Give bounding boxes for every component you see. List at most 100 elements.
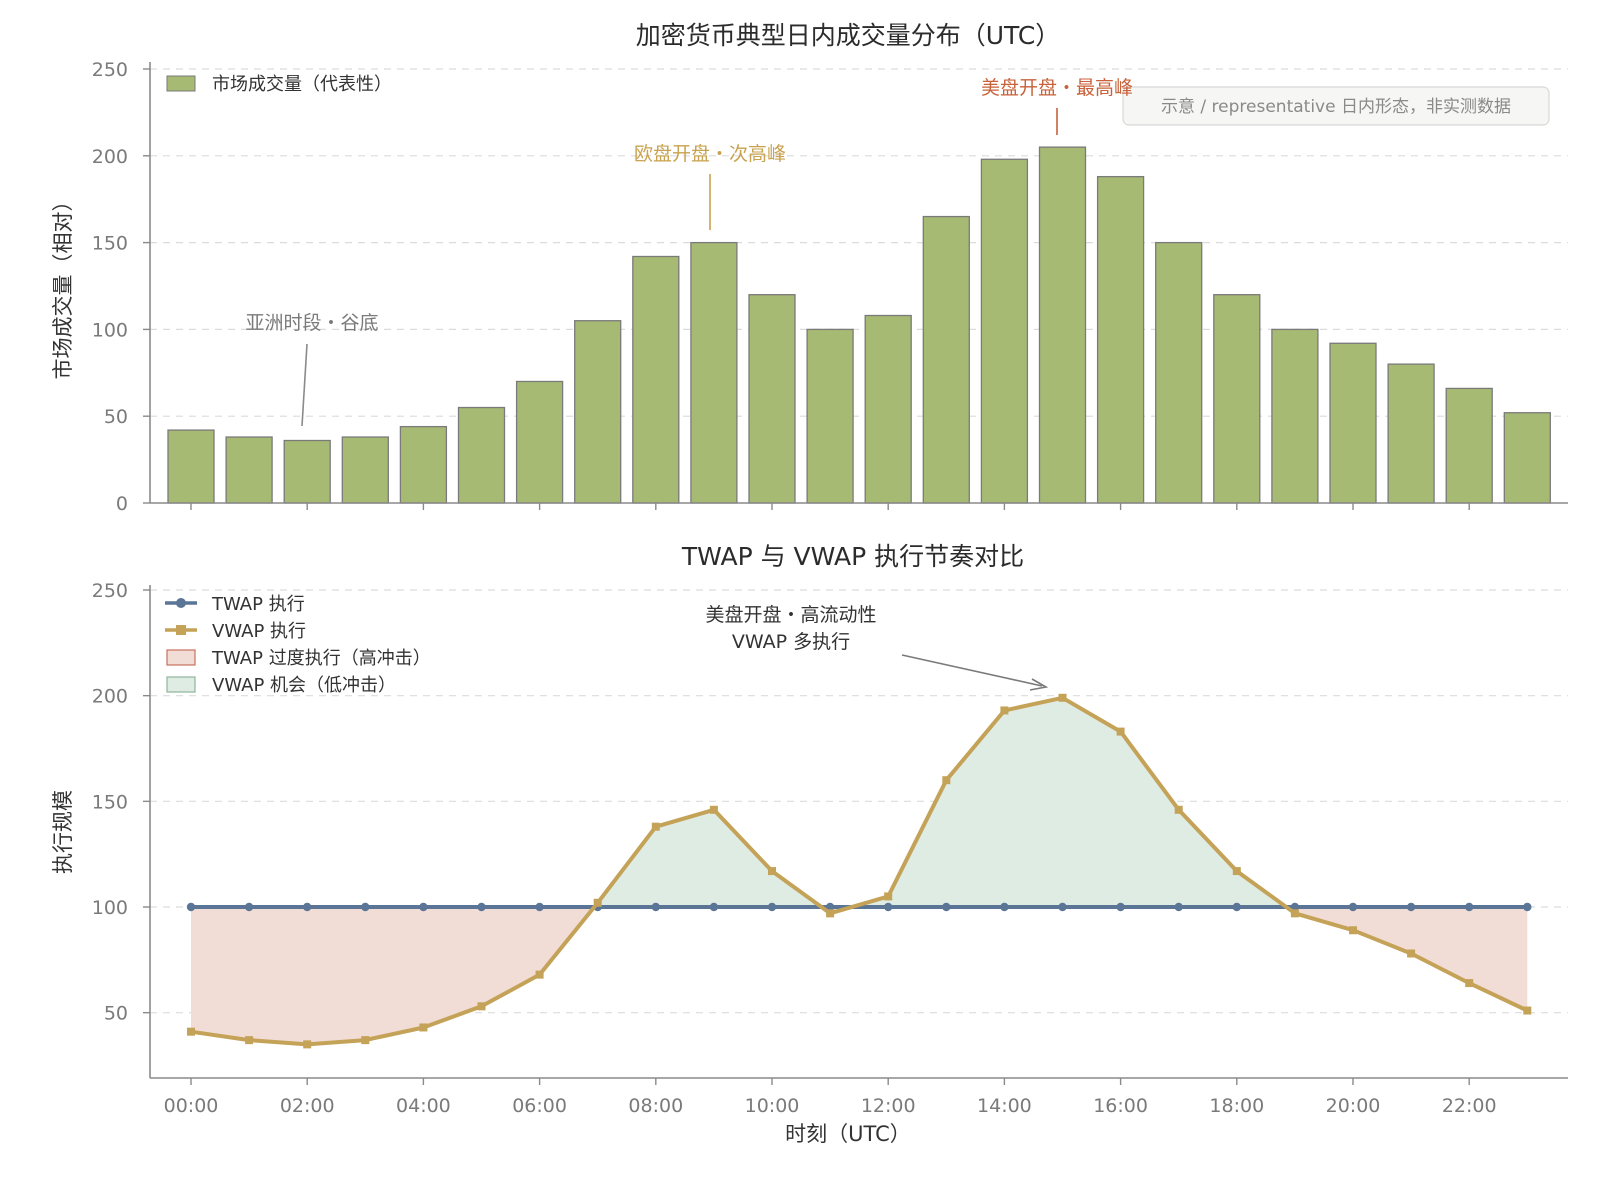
volume-bar bbox=[1503, 412, 1551, 504]
twap-point bbox=[361, 902, 370, 912]
volume-bar bbox=[515, 380, 564, 504]
x-tick-label: 22:00 bbox=[1442, 1095, 1497, 1117]
y-tick-label: 200 bbox=[92, 686, 128, 708]
twap-point bbox=[825, 902, 835, 912]
vwap-point bbox=[593, 898, 602, 907]
annotation-arrow-line bbox=[901, 654, 1043, 687]
annotation-arrow-head bbox=[1029, 678, 1049, 691]
volume-bar bbox=[1387, 363, 1435, 504]
volume-bar bbox=[1445, 387, 1493, 504]
legend-opp-label: VWAP 机会（低冲击） bbox=[212, 675, 396, 696]
vwap-point bbox=[245, 1036, 254, 1045]
note-box bbox=[1122, 86, 1550, 126]
vwap-point bbox=[1000, 706, 1009, 715]
volume-note: 示意 / representative 日内形态，非实测数据 bbox=[1122, 86, 1550, 126]
twap-point bbox=[1000, 902, 1009, 912]
vwap-point bbox=[884, 892, 893, 901]
legend-opp-swatch bbox=[166, 676, 196, 693]
twap-overexecution-area bbox=[191, 907, 595, 1045]
vwap-opportunity-area bbox=[851, 697, 1287, 907]
vwap-point bbox=[942, 776, 951, 785]
x-tick-label: 12:00 bbox=[861, 1095, 916, 1117]
y-tick-label: 150 bbox=[92, 791, 128, 813]
twap-point bbox=[244, 902, 254, 912]
y-tick-label: 0 bbox=[116, 493, 128, 515]
twap-point bbox=[1232, 902, 1242, 912]
volume-bar bbox=[399, 425, 448, 504]
vwap-point bbox=[1174, 805, 1183, 814]
vwap-point bbox=[419, 1023, 428, 1032]
execution-chart-y-ticks: 50 100 150 200 250 bbox=[92, 580, 150, 1025]
vwap-point bbox=[1523, 1006, 1532, 1015]
vwap-opportunity-area bbox=[594, 809, 822, 907]
vwap-point bbox=[1349, 926, 1357, 935]
twap-point bbox=[477, 902, 486, 912]
volume-chart-y-ticks: 0 50 100 150 200 250 bbox=[92, 59, 150, 515]
execution-chart-x-ticks: 00:00 02:00 04:00 06:00 08:00 10:00 12:00 14:00… bbox=[164, 1078, 1497, 1117]
volume-bar bbox=[1329, 342, 1377, 504]
volume-legend: 市场成交量（代表性） bbox=[166, 74, 392, 95]
twap-point bbox=[186, 902, 196, 912]
twap-point bbox=[884, 902, 893, 912]
x-tick-label: 18:00 bbox=[1209, 1095, 1264, 1117]
annotation-vwap-more: VWAP 多执行 bbox=[732, 631, 850, 653]
execution-chart-axes bbox=[149, 585, 1568, 1079]
y-tick-label: 250 bbox=[92, 59, 128, 81]
twap-point bbox=[1174, 902, 1183, 912]
volume-chart-grid bbox=[150, 68, 1568, 417]
volume-legend-label: 市场成交量（代表性） bbox=[212, 74, 392, 95]
twap-point bbox=[419, 902, 428, 912]
annotation-asia: 亚洲时段・谷底 bbox=[245, 312, 378, 334]
twap-point bbox=[651, 902, 660, 912]
y-tick-label: 200 bbox=[92, 146, 128, 168]
x-tick-label: 06:00 bbox=[512, 1095, 567, 1117]
legend-twap-marker bbox=[176, 598, 186, 608]
vwap-point bbox=[303, 1040, 312, 1049]
volume-chart-y-label: 市场成交量（相对） bbox=[51, 191, 75, 380]
y-tick-label: 100 bbox=[92, 319, 128, 341]
vwap-point bbox=[1290, 909, 1299, 918]
vwap-point bbox=[1116, 727, 1125, 736]
y-tick-label: 150 bbox=[92, 233, 128, 255]
volume-bar bbox=[283, 439, 331, 504]
vwap-point bbox=[709, 805, 718, 814]
volume-bar bbox=[574, 320, 622, 504]
twap-point bbox=[767, 902, 777, 912]
vwap-point bbox=[826, 909, 835, 918]
volume-bar bbox=[980, 158, 1029, 504]
twap-point bbox=[709, 902, 719, 912]
execution-lines bbox=[186, 693, 1532, 1049]
x-tick-label: 14:00 bbox=[977, 1095, 1032, 1117]
twap-point bbox=[1348, 902, 1358, 912]
twap-point bbox=[535, 902, 544, 912]
x-tick-label: 10:00 bbox=[745, 1095, 800, 1117]
volume-bar bbox=[225, 436, 273, 504]
legend-over-swatch bbox=[166, 649, 196, 666]
volume-chart-title: 加密货币典型日内成交量分布（UTC） bbox=[636, 21, 1061, 50]
annotation-asia-arrow bbox=[301, 343, 308, 427]
x-tick-label: 04:00 bbox=[396, 1095, 451, 1117]
execution-chart-x-label: 时刻（UTC） bbox=[785, 1122, 911, 1146]
vwap-point bbox=[187, 1027, 195, 1036]
vwap-line bbox=[190, 695, 1529, 1047]
twap-point bbox=[1058, 902, 1067, 912]
legend-twap-label: TWAP 执行 bbox=[211, 594, 305, 615]
twap-point bbox=[1465, 902, 1474, 912]
volume-bar bbox=[341, 436, 389, 504]
volume-annotations: 亚洲时段・谷底 欧盘开盘・次高峰 美盘开盘・最高峰 bbox=[245, 77, 1133, 427]
volume-bar bbox=[922, 215, 970, 504]
x-tick-label: 08:00 bbox=[628, 1095, 683, 1117]
twap-point bbox=[942, 902, 951, 912]
volume-chart-axes bbox=[149, 62, 1568, 510]
vwap-point bbox=[1465, 979, 1474, 988]
annotation-us-liquidity: 美盘开盘・高流动性 bbox=[705, 604, 876, 626]
volume-bar bbox=[1096, 175, 1145, 504]
volume-bar bbox=[864, 314, 912, 504]
vwap-point bbox=[477, 1002, 486, 1011]
volume-bar bbox=[748, 294, 796, 504]
execution-chart-title: TWAP 与 VWAP 执行节奏对比 bbox=[681, 542, 1024, 571]
volume-bars bbox=[167, 146, 1551, 504]
twap-point bbox=[303, 902, 312, 912]
annotation-europe: 欧盘开盘・次高峰 bbox=[634, 143, 786, 165]
execution-annotation: 美盘开盘・高流动性 VWAP 多执行 bbox=[705, 604, 1049, 691]
